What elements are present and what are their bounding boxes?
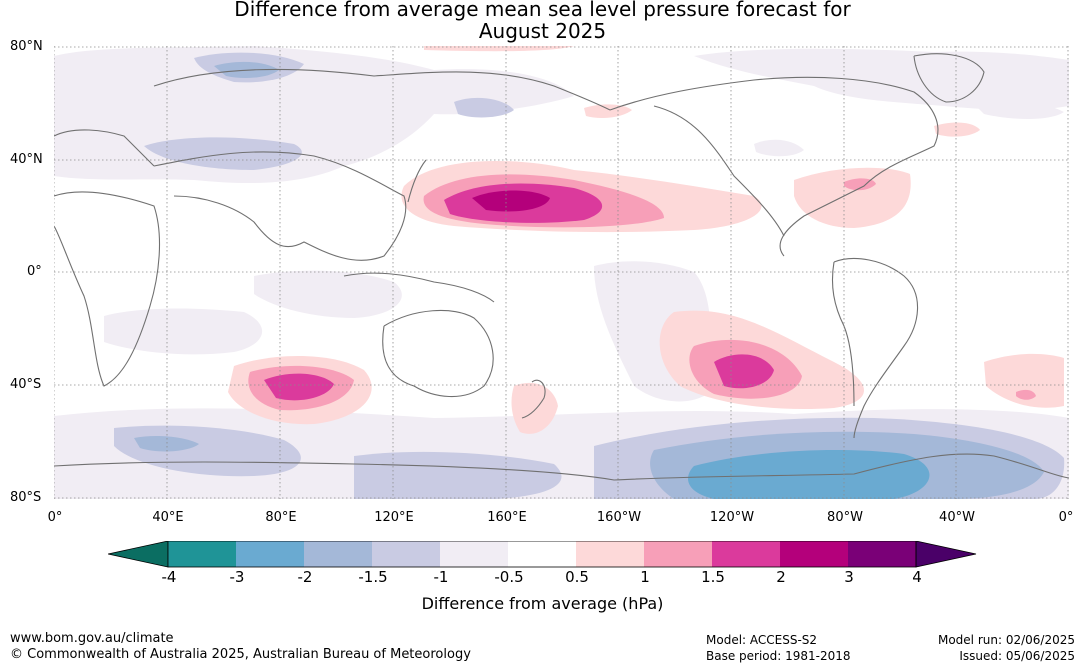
- colorbar-swatch: [780, 541, 848, 567]
- title-line-2: August 2025: [478, 19, 607, 43]
- colorbar-extend-low: [107, 540, 169, 568]
- colorbar-swatch: [304, 541, 372, 567]
- footer-model: Model: ACCESS-S2: [706, 633, 818, 647]
- colorbar-tick: -2: [297, 568, 313, 586]
- footer-copyright: © Commonwealth of Australia 2025, Austra…: [10, 647, 471, 662]
- lon-label-160e: 160°E: [487, 510, 527, 525]
- lon-label-120w: 120°W: [709, 510, 755, 525]
- colorbar-tick: -3: [229, 568, 245, 586]
- title-line-1: Difference from average mean sea level p…: [234, 0, 851, 21]
- lon-label-80e: 80°E: [265, 510, 297, 525]
- lat-label-80s: 80°S: [10, 490, 42, 505]
- footer-base-period: Base period: 1981-2018: [706, 649, 851, 663]
- footer-issued: Issued: 05/06/2025: [959, 649, 1075, 663]
- colorbar-tick: 2: [776, 568, 786, 586]
- lat-label-40n: 40°N: [10, 152, 43, 167]
- lon-label-0-right: 0°: [1058, 510, 1074, 525]
- lon-label-0-left: 0°: [47, 510, 63, 525]
- colorbar-tick: 0.5: [565, 568, 589, 586]
- colorbar-swatch: [712, 541, 780, 567]
- colorbar-swatches: [107, 540, 977, 568]
- lon-label-40e: 40°E: [152, 510, 184, 525]
- colorbar-tick: 3: [844, 568, 854, 586]
- positive-anomaly-regions: [228, 46, 1064, 434]
- graticule: [54, 46, 1069, 499]
- colorbar-swatch: [576, 541, 644, 567]
- footer-url: www.bom.gov.au/climate: [10, 631, 174, 646]
- colorbar-extend-high: [915, 540, 977, 568]
- colorbar-swatch: [236, 541, 304, 567]
- colorbar-tick: 4: [912, 568, 922, 586]
- lon-label-40w: 40°W: [939, 510, 975, 525]
- colorbar-swatch: [644, 541, 712, 567]
- colorbar-tick: 1.5: [701, 568, 725, 586]
- colorbar-label: Difference from average (hPa): [421, 594, 664, 613]
- lon-label-120e: 120°E: [374, 510, 414, 525]
- footer-model-run: Model run: 02/06/2025: [937, 633, 1075, 647]
- lat-label-0: 0°: [27, 264, 42, 279]
- colorbar-tick: 1: [640, 568, 650, 586]
- chart-title: Difference from average mean sea level p…: [0, 0, 1085, 42]
- colorbar-swatch: [848, 541, 916, 567]
- map-panel: [54, 46, 1069, 499]
- colorbar-swatch: [508, 541, 576, 567]
- lon-label-160w: 160°W: [596, 510, 642, 525]
- colorbar-tick: -0.5: [494, 568, 524, 586]
- colorbar-swatch: [440, 541, 508, 567]
- colorbar-outline: [167, 540, 917, 568]
- colorbar-tick: -4: [161, 568, 177, 586]
- colorbar-swatch: [372, 541, 440, 567]
- colorbar-swatch: [168, 541, 236, 567]
- colorbar: [107, 540, 978, 621]
- coastlines: [54, 53, 1069, 481]
- colorbar-tick: -1: [433, 568, 449, 586]
- colorbar-tick: -1.5: [358, 568, 388, 586]
- lat-label-80n: 80°N: [10, 39, 43, 54]
- pressure-anomaly-map: [54, 46, 1069, 499]
- lat-label-40s: 40°S: [10, 377, 42, 392]
- lon-label-80w: 80°W: [827, 510, 863, 525]
